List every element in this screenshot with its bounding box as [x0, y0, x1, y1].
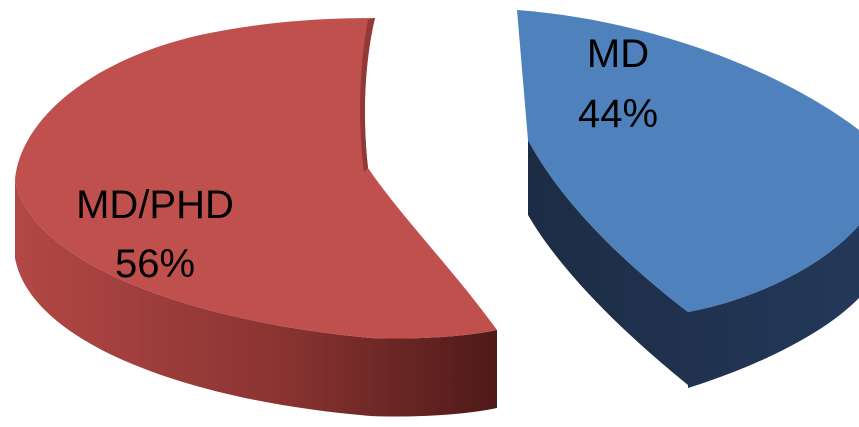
slice-mdphd-label: MD/PHD: [76, 183, 234, 227]
slice-md-top: [517, 10, 859, 312]
slice-md: MD 44%: [517, 10, 859, 388]
slice-md-side: [528, 140, 859, 388]
slice-md-label: MD: [587, 32, 649, 76]
slice-mdphd: MD/PHD 56%: [15, 18, 497, 417]
slice-md-percent: 44%: [578, 92, 658, 136]
slice-mdphd-side: [15, 180, 497, 417]
slice-mdphd-percent: 56%: [115, 242, 195, 286]
slice-mdphd-top: [15, 18, 497, 339]
slice-mdphd-cut-edge: [360, 18, 375, 172]
